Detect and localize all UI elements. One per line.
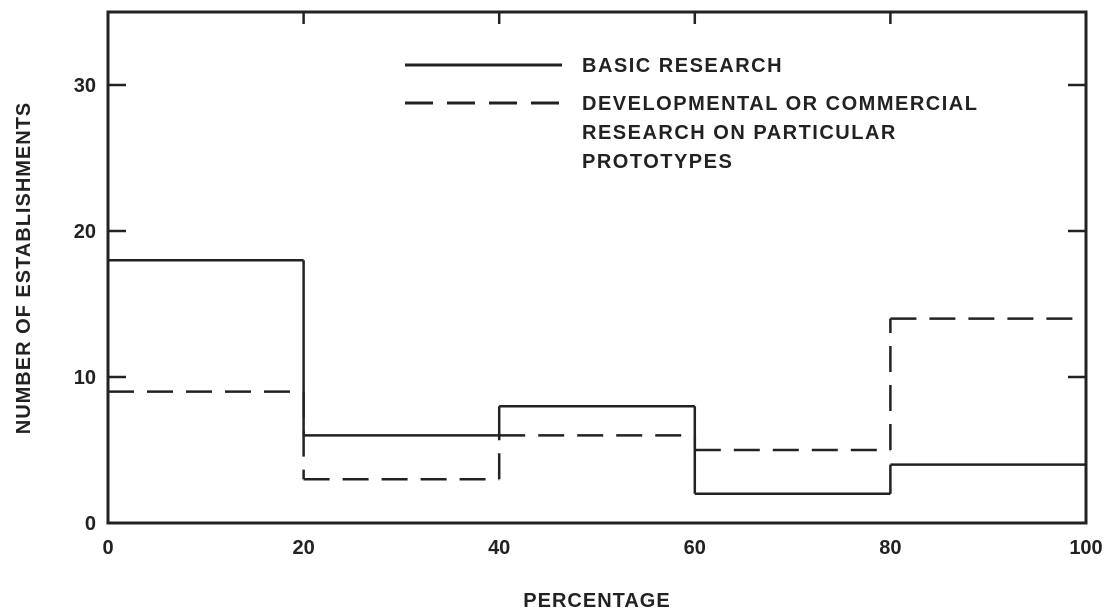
plot-area-frame (106, 10, 1088, 525)
tick-labels: 0 10 20 30 0 20 40 60 80 100 (74, 75, 1103, 559)
legend-label: PROTOTYPES (582, 151, 733, 173)
y-tick-label: 30 (74, 75, 96, 97)
series-developmental-research (108, 317, 1086, 481)
x-tick-label: 40 (488, 537, 510, 559)
x-tick-label: 80 (879, 537, 901, 559)
series-basic-research (106, 258, 1086, 523)
y-axis-title: NUMBER OF ESTABLISHMENTS (13, 102, 35, 435)
x-tick-label: 20 (292, 537, 314, 559)
legend-label: BASIC RESEARCH (582, 55, 783, 77)
y-tick-label: 20 (74, 221, 96, 243)
legend-label: RESEARCH ON PARTICULAR (582, 122, 897, 144)
x-tick-label: 0 (102, 537, 113, 559)
y-tick-label: 10 (74, 367, 96, 389)
x-axis-title: PERCENTAGE (523, 590, 670, 612)
y-tick-label: 0 (85, 513, 96, 535)
series-layer (106, 258, 1086, 523)
x-tick-label: 60 (684, 537, 706, 559)
legend-label: DEVELOPMENTAL OR COMMERCIAL (582, 93, 978, 115)
legend: BASIC RESEARCH DEVELOPMENTAL OR COMMERCIA… (405, 55, 978, 173)
x-tick-label: 100 (1069, 537, 1102, 559)
axis-ticks (108, 12, 1086, 379)
